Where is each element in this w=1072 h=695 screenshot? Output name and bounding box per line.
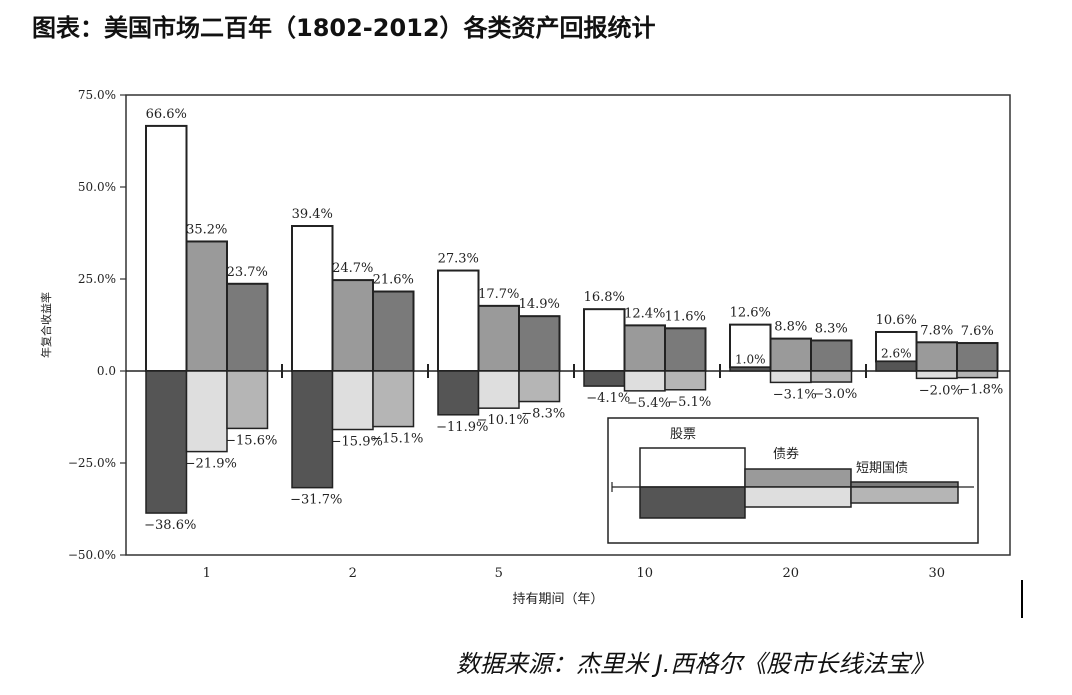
y-tick-label: −25.0% <box>68 456 116 470</box>
bar-min-label: −21.9% <box>185 457 237 472</box>
bar-min-label: −1.8% <box>959 383 1003 398</box>
bar-min <box>331 370 374 431</box>
bar-min <box>956 370 999 379</box>
bar-max <box>664 327 707 373</box>
bar-min-label: −15.6% <box>225 433 277 448</box>
bar-min <box>729 366 772 372</box>
bar-max-label: 66.6% <box>146 107 187 122</box>
bar-min-label: 1.0% <box>735 352 766 366</box>
bar-max-label: 10.6% <box>876 313 917 328</box>
bar-min-label: −38.6% <box>144 518 196 533</box>
bar-min-label: −5.1% <box>667 395 711 410</box>
bar-max <box>226 282 269 372</box>
bar-min-label: −10.1% <box>477 413 529 428</box>
bar-max-label: 12.6% <box>730 306 771 321</box>
bar-min-label: −15.9% <box>331 435 383 450</box>
bar-max <box>915 341 958 372</box>
bar-min-label: −31.7% <box>290 493 342 508</box>
legend-swatch-min <box>850 486 959 504</box>
y-tick-label: −50.0% <box>68 548 116 562</box>
bar-min <box>769 370 812 384</box>
bar-max <box>145 124 188 372</box>
bar-max-label: 14.9% <box>519 297 560 312</box>
bar-min-label: −11.9% <box>436 420 488 435</box>
bar-max <box>437 269 480 373</box>
x-tick-label: 20 <box>782 566 799 581</box>
x-axis-label: 持有期间（年） <box>512 592 603 607</box>
bar-max <box>810 339 853 372</box>
x-tick-label: 1 <box>203 566 211 581</box>
bar-min <box>623 370 666 392</box>
bar-max-label: 17.7% <box>478 287 519 302</box>
legend-label: 债券 <box>773 446 799 462</box>
x-tick-label: 2 <box>349 566 357 581</box>
bar-max <box>331 279 374 373</box>
bar-max-label: 23.7% <box>227 265 268 280</box>
bar-max-label: 11.6% <box>665 309 706 324</box>
bar-min <box>518 370 561 403</box>
legend-label: 短期国债 <box>856 461 908 476</box>
bar-min <box>664 370 707 391</box>
bar-min-label: −3.0% <box>813 387 857 402</box>
bar-max-label: 24.7% <box>332 261 373 276</box>
bar-max <box>291 225 334 372</box>
bar-min-label: −4.1% <box>586 391 630 406</box>
y-tick-label: 25.0% <box>78 272 116 286</box>
bar-min <box>477 370 520 409</box>
bar-max <box>477 304 520 373</box>
bar-min-label: −2.0% <box>919 383 963 398</box>
bar-min <box>875 360 918 372</box>
bar-max-label: 35.2% <box>186 222 227 237</box>
bar-min <box>145 370 188 514</box>
bar-max-label: 27.3% <box>438 252 479 267</box>
bar-max <box>956 342 999 373</box>
y-axis-label: 年复合收益率 <box>39 292 53 358</box>
bar-max <box>185 240 228 372</box>
bar-max <box>729 323 772 369</box>
bar-min <box>915 370 958 380</box>
x-tick-label: 30 <box>928 566 945 581</box>
legend-swatch-max <box>744 468 852 488</box>
y-tick-label: 50.0% <box>78 180 116 194</box>
bar-max <box>769 337 812 372</box>
bar-min <box>185 370 228 453</box>
y-tick-label: 0.0 <box>97 364 116 378</box>
legend-swatch-min <box>744 486 852 508</box>
text-cursor <box>1021 580 1023 618</box>
bar-max <box>623 324 666 373</box>
bar-max-label: 7.8% <box>920 323 953 338</box>
x-tick-label: 5 <box>495 566 503 581</box>
bar-max-label: 39.4% <box>292 207 333 222</box>
legend-swatch-min <box>639 486 746 519</box>
bar-min-label: 2.6% <box>881 346 912 360</box>
bar-max-label: 8.3% <box>815 321 848 336</box>
bar-min <box>291 370 334 489</box>
plot-frame <box>125 94 1011 556</box>
legend-label: 股票 <box>670 427 696 442</box>
legend-swatch-max <box>639 447 746 488</box>
bar-min <box>372 370 415 428</box>
bar-max-label: 8.8% <box>774 320 807 335</box>
bar-min <box>437 370 480 416</box>
bar-max <box>518 315 561 372</box>
bar-max-label: 12.4% <box>624 306 665 321</box>
bar-min <box>226 370 269 430</box>
source-note: 数据来源：杰里米 J.西格尔《股市长线法宝》 <box>456 650 935 678</box>
bar-min-label: −15.1% <box>371 432 423 447</box>
bar-max-label: 7.6% <box>961 324 994 339</box>
bar-max-label: 21.6% <box>373 273 414 288</box>
bar-max <box>372 290 415 372</box>
bar-min-label: −3.1% <box>773 387 817 402</box>
bar-max-label: 16.8% <box>584 290 625 305</box>
y-tick-label: 75.0% <box>78 88 116 102</box>
x-tick-label: 10 <box>636 566 653 581</box>
bar-min-label: −8.3% <box>521 407 565 422</box>
bar-min <box>583 370 626 387</box>
bar-max <box>583 308 626 372</box>
bar-min-label: −5.4% <box>627 396 671 411</box>
chart-title: 图表：美国市场二百年（1802-2012）各类资产回报统计 <box>32 14 656 42</box>
bar-min <box>810 370 853 383</box>
